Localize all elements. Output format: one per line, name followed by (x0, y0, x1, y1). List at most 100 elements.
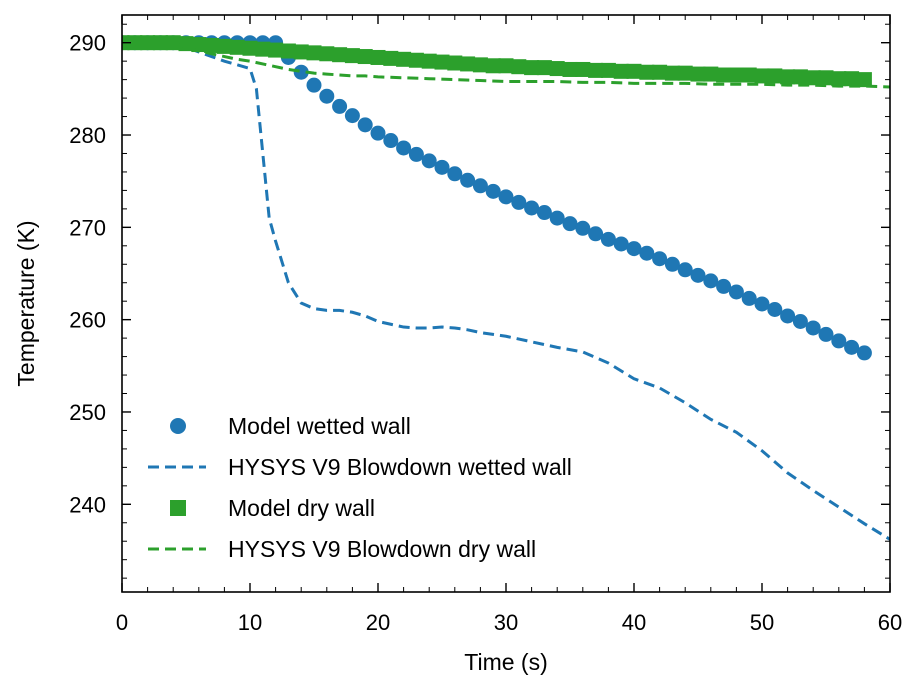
data-point (754, 68, 770, 84)
data-point (754, 296, 770, 312)
data-point (805, 70, 821, 86)
data-point (408, 146, 424, 162)
data-point (242, 40, 258, 56)
data-point (536, 205, 552, 221)
data-point (524, 60, 540, 76)
data-point (767, 302, 783, 317)
data-point (562, 216, 578, 232)
data-point (498, 189, 514, 205)
y-tick-label: 280 (69, 123, 106, 148)
data-point (677, 262, 693, 278)
legend-circle-swatch (170, 418, 186, 434)
data-point (332, 47, 348, 63)
data-point (524, 200, 540, 216)
data-point (306, 45, 322, 61)
data-point (293, 64, 309, 80)
data-point (549, 61, 565, 77)
data-point (306, 77, 322, 93)
data-point (434, 54, 450, 70)
data-point (280, 43, 296, 59)
data-point (639, 245, 655, 261)
data-point (716, 67, 732, 83)
data-point (639, 64, 655, 80)
legend: Model wetted wall HYSYS V9 Blowdown wette… (148, 413, 572, 562)
y-tick-label: 290 (69, 31, 106, 56)
data-point (728, 67, 744, 83)
data-point (690, 66, 706, 82)
data-point (396, 51, 412, 67)
legend-item: HYSYS V9 Blowdown dry wall (148, 536, 536, 562)
data-point (831, 71, 847, 87)
data-point (511, 194, 527, 210)
data-point (229, 39, 245, 55)
data-point (818, 70, 834, 86)
x-axis-label: Time (s) (464, 649, 547, 675)
data-point (626, 63, 642, 79)
legend-label: HYSYS V9 Blowdown dry wall (228, 536, 536, 562)
data-point (332, 98, 348, 114)
series-markers-square (122, 35, 872, 88)
data-point (856, 345, 872, 361)
legend-item: Model wetted wall (170, 413, 411, 439)
data-point (805, 320, 821, 336)
legend-item: HYSYS V9 Blowdown wetted wall (148, 454, 572, 480)
data-point (562, 61, 578, 77)
legend-label: HYSYS V9 Blowdown wetted wall (228, 454, 572, 480)
data-point (344, 48, 360, 64)
data-point (549, 210, 565, 226)
data-point (472, 178, 488, 194)
data-point (664, 256, 680, 272)
data-point (575, 61, 591, 77)
data-point (716, 278, 732, 294)
data-point (792, 69, 808, 85)
data-point (767, 68, 783, 84)
x-tick-label: 20 (366, 610, 390, 635)
data-point (127, 35, 143, 51)
data-point (383, 50, 399, 66)
data-point (613, 236, 629, 252)
data-point (600, 62, 616, 78)
y-axis-label: Temperature (K) (13, 220, 39, 386)
data-point (216, 38, 232, 54)
data-point (447, 166, 463, 182)
x-tick-label: 50 (750, 610, 774, 635)
data-point (255, 41, 271, 57)
data-point (383, 133, 399, 149)
data-point (677, 65, 693, 81)
series-line (122, 41, 890, 89)
data-point (370, 125, 386, 141)
x-tick-label: 30 (494, 610, 518, 635)
data-point (792, 314, 808, 329)
data-point (856, 72, 872, 88)
data-point (780, 308, 796, 324)
data-point (319, 46, 335, 62)
data-point (511, 59, 527, 75)
data-point (485, 58, 501, 74)
data-point (498, 58, 514, 74)
data-point (357, 117, 373, 133)
data-point (536, 60, 552, 76)
data-point (575, 220, 591, 236)
data-point (831, 333, 847, 349)
legend-square-swatch (170, 500, 186, 516)
data-point (472, 57, 488, 73)
data-point (652, 251, 668, 267)
data-point (741, 67, 757, 83)
data-point (344, 108, 360, 124)
y-tick-label: 250 (69, 400, 106, 425)
data-point (703, 273, 719, 289)
data-point (408, 52, 424, 68)
data-point (780, 69, 796, 85)
y-tick-label: 260 (69, 308, 106, 333)
data-point (485, 183, 501, 199)
series-dashed (122, 41, 890, 541)
x-tick-label: 0 (116, 610, 128, 635)
y-tick-label: 240 (69, 492, 106, 517)
data-point (728, 284, 744, 300)
data-point (204, 37, 220, 53)
series-line (122, 41, 890, 541)
series-layer (122, 35, 890, 541)
legend-label: Model wetted wall (228, 413, 411, 439)
